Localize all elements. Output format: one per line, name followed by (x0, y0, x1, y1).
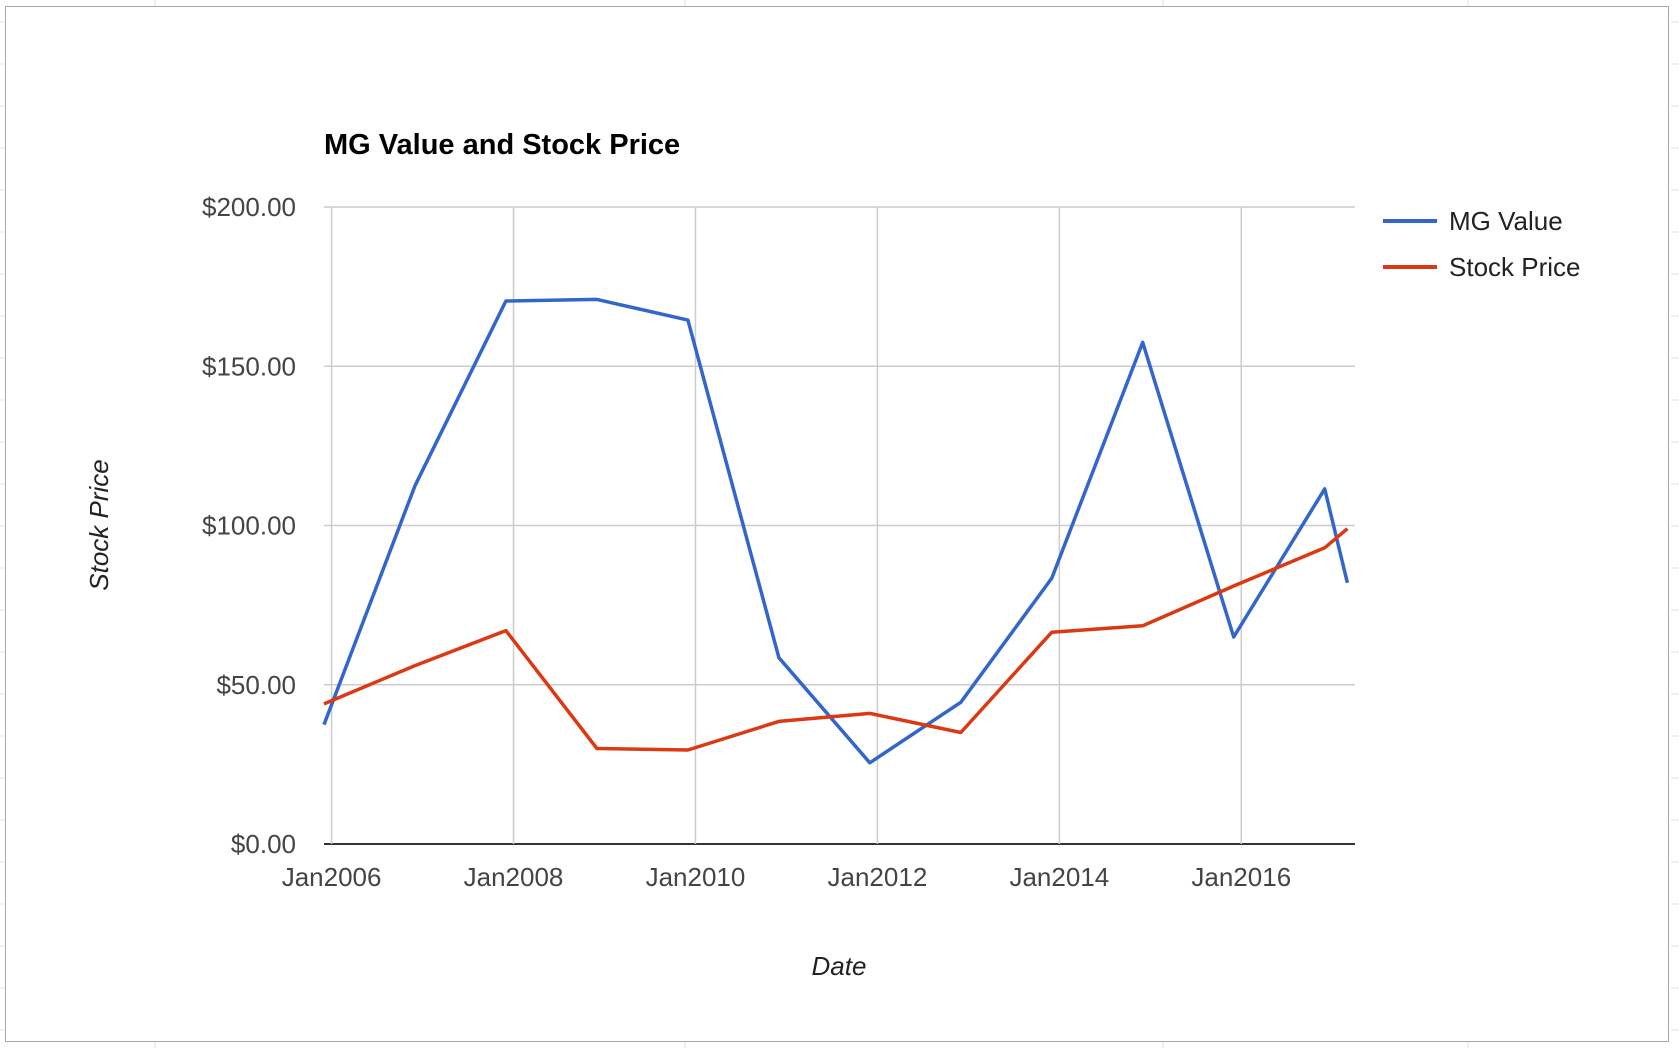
series-line-mg-value[interactable] (322, 297, 1350, 765)
chart-title: MG Value and Stock Price (324, 129, 680, 161)
plot-gridlines (324, 206, 1355, 845)
x-axis-ticks: Jan2006 Jan2008 Jan2010 Jan2012 Jan2014 Jan20… (282, 862, 1291, 892)
x-tick-label: Jan2016 (1191, 862, 1291, 892)
legend-label: MG Value (1449, 206, 1563, 236)
x-tick-label: Jan2010 (646, 862, 746, 892)
y-axis-ticks: $0.00 $50.00 $100.00 $150.00 $200.00 (202, 192, 296, 859)
y-tick-label: $0.00 (231, 829, 296, 859)
y-tick-label: $200.00 (202, 192, 296, 222)
series-line-stock-price[interactable] (323, 527, 1349, 752)
y-axis-title: Stock Price (84, 459, 114, 591)
x-tick-label: Jan2008 (464, 862, 564, 892)
legend-label: Stock Price (1449, 252, 1581, 282)
y-tick-label: $100.00 (202, 511, 296, 541)
legend: MG Value Stock Price (1383, 206, 1581, 282)
y-tick-label: $150.00 (202, 351, 296, 381)
series-lines (322, 297, 1350, 765)
x-tick-label: Jan2012 (828, 862, 928, 892)
x-axis-title: Date (812, 951, 867, 981)
y-tick-label: $50.00 (216, 670, 296, 700)
x-tick-label: Jan2006 (282, 862, 382, 892)
x-tick-label: Jan2014 (1009, 862, 1109, 892)
chart-container[interactable] (5, 6, 1669, 1042)
